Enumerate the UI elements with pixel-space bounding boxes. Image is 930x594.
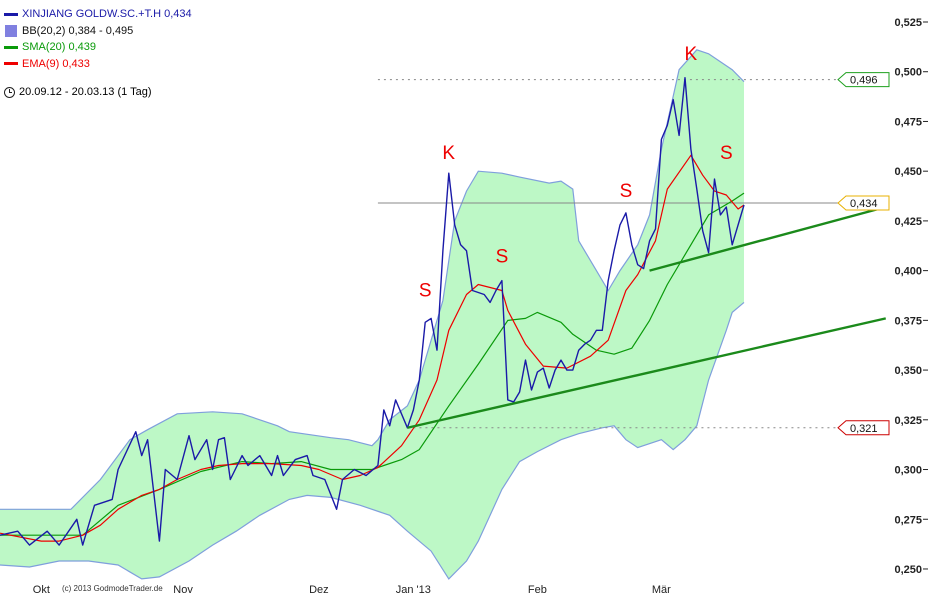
- legend-item-price: XINJIANG GOLDW.SC.+T.H 0,434: [4, 6, 192, 23]
- x-tick-label: Jan '13: [396, 584, 431, 594]
- legend-item-ema: EMA(9) 0,433: [4, 56, 192, 73]
- value-tag-label: 0,434: [850, 198, 878, 210]
- bb-swatch: [5, 24, 17, 37]
- period-range: 20.09.12 - 20.03.13 (1 Tag): [4, 86, 152, 98]
- legend: XINJIANG GOLDW.SC.+T.H 0,434 BB(20,2) 0,…: [4, 6, 192, 72]
- price-swatch: [4, 12, 18, 16]
- value-tag-1: [837, 195, 890, 211]
- trendline-0: [407, 317, 887, 429]
- y-tick-label: 0,375: [894, 315, 922, 327]
- value-tag-0: [837, 72, 890, 88]
- copyright: (c) 2013 GodmodeTrader.de: [62, 584, 163, 593]
- y-tick-label: 0,300: [894, 465, 922, 477]
- x-tick-label: Okt: [33, 584, 50, 594]
- y-tick-label: 0,450: [894, 166, 922, 178]
- bollinger-upper-line: [0, 49, 745, 510]
- y-tick-label: 0,500: [894, 67, 922, 79]
- period-label: 20.09.12 - 20.03.13 (1 Tag): [19, 86, 152, 98]
- legend-label-sma: SMA(20) 0,439: [22, 41, 96, 53]
- annotation-k: K: [685, 44, 698, 65]
- y-tick-label: 0,250: [894, 564, 922, 576]
- bollinger-lower-line: [0, 301, 745, 580]
- x-tick-label: Mär: [652, 584, 671, 594]
- price-line: [0, 76, 745, 546]
- annotation-s: S: [496, 247, 509, 268]
- value-tag-label: 0,321: [850, 423, 878, 435]
- y-tick-label: 0,350: [894, 365, 922, 377]
- x-tick-label: Dez: [309, 584, 329, 594]
- legend-item-sma: SMA(20) 0,439: [4, 39, 192, 56]
- y-tick-label: 0,475: [894, 116, 922, 128]
- annotation-s: S: [720, 143, 733, 164]
- annotation-s: S: [620, 181, 633, 202]
- legend-item-bb: BB(20,2) 0,384 - 0,495: [4, 23, 192, 40]
- clock-icon: [4, 86, 15, 98]
- trendline-1: [649, 205, 887, 272]
- ema-swatch: [4, 62, 18, 66]
- legend-label-ema: EMA(9) 0,433: [22, 57, 90, 70]
- x-tick-label: Feb: [528, 584, 547, 594]
- annotation-k: K: [442, 143, 455, 164]
- y-tick-label: 0,325: [894, 415, 922, 427]
- y-tick-label: 0,525: [894, 17, 922, 29]
- legend-label-price: XINJIANG GOLDW.SC.+T.H 0,434: [22, 8, 192, 20]
- value-tag-2: [837, 420, 890, 436]
- x-tick-label: Nov: [173, 584, 193, 594]
- value-tag-label: 0,496: [850, 75, 878, 87]
- y-tick-label: 0,425: [894, 216, 922, 228]
- annotation-s: S: [419, 280, 432, 301]
- y-tick-label: 0,275: [894, 514, 922, 526]
- sma-swatch: [4, 45, 18, 49]
- y-tick-label: 0,400: [894, 266, 922, 278]
- legend-label-bb: BB(20,2) 0,384 - 0,495: [22, 24, 134, 37]
